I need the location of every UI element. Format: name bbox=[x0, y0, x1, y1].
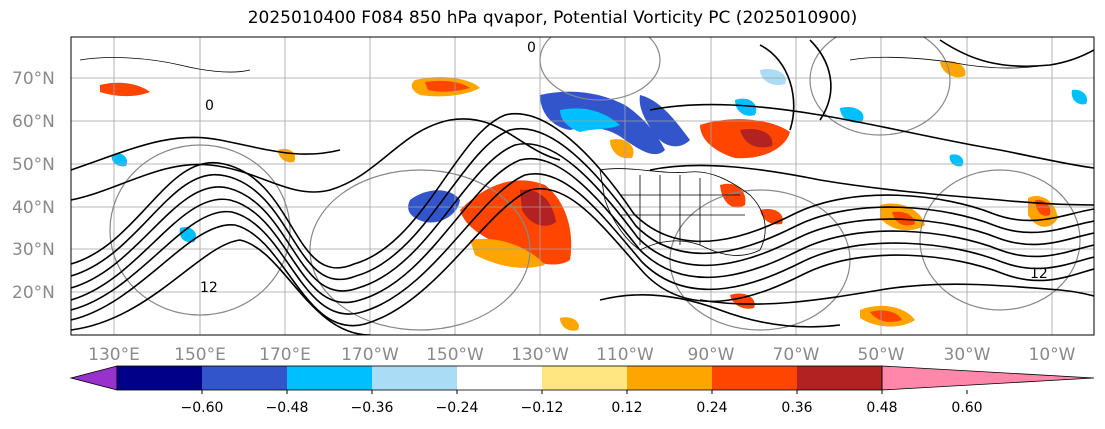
lat-label: 60°N bbox=[12, 112, 55, 132]
negative-anomaly-patch bbox=[735, 98, 757, 116]
colorbar-extend-min bbox=[69, 365, 118, 391]
colorbar-tick-label: −0.48 bbox=[266, 400, 309, 416]
lat-label: 20°N bbox=[12, 283, 55, 303]
longitude-labels: 130°E 150°E 170°E 170°W 150°W 130°W 110°… bbox=[88, 345, 1076, 365]
positive-anomaly-patch bbox=[100, 82, 150, 97]
colorbar: −0.60 −0.48 −0.36 −0.24 −0.12 0.12 0.24 0.36 0.4… bbox=[69, 365, 1095, 416]
colorbar-segment bbox=[457, 366, 542, 390]
lat-label: 50°N bbox=[12, 155, 55, 175]
map-panel: 0 0 12 12 bbox=[71, 37, 1094, 335]
pv-contours bbox=[109, 37, 1081, 331]
positive-anomaly-patch bbox=[740, 128, 773, 148]
contour-label: 12 bbox=[1030, 266, 1048, 282]
latitude-labels: 70°N 60°N 50°N 40°N 30°N 20°N bbox=[12, 69, 55, 303]
colorbar-frame bbox=[116, 365, 883, 391]
colorbar-tick-label: −0.24 bbox=[436, 400, 479, 416]
lon-label: 110°W bbox=[596, 345, 654, 365]
colorbar-segment bbox=[712, 366, 797, 390]
lon-label: 50°W bbox=[858, 345, 905, 365]
positive-anomaly-patch bbox=[870, 310, 902, 322]
positive-anomaly-patch bbox=[720, 183, 746, 208]
colorbar-segment bbox=[797, 366, 882, 390]
colorbar-segment bbox=[627, 366, 712, 390]
lon-label: 150°E bbox=[174, 345, 226, 365]
positive-anomaly-patch bbox=[560, 317, 579, 331]
lat-label: 30°N bbox=[12, 240, 55, 260]
positive-anomaly-patch bbox=[730, 293, 755, 309]
colorbar-tick-label: −0.36 bbox=[351, 400, 394, 416]
lon-label: 130°E bbox=[88, 345, 140, 365]
colorbar-tick-label: 0.60 bbox=[951, 400, 982, 416]
map-background bbox=[71, 37, 1094, 335]
colorbar-tick-label: 0.48 bbox=[866, 400, 897, 416]
positive-anomaly-patch bbox=[610, 139, 634, 159]
lon-label: 170°W bbox=[341, 345, 399, 365]
negative-anomaly-patch bbox=[760, 68, 786, 86]
colorbar-tick-label: −0.12 bbox=[521, 400, 564, 416]
lon-label: 170°E bbox=[259, 345, 311, 365]
positive-anomaly-patch bbox=[760, 208, 783, 225]
lat-label: 70°N bbox=[12, 69, 55, 89]
height-contours bbox=[71, 39, 1094, 335]
lon-label: 130°W bbox=[511, 345, 569, 365]
colorbar-segment bbox=[117, 366, 202, 390]
coastlines bbox=[79, 56, 1041, 256]
colorbar-segment bbox=[202, 366, 287, 390]
negative-anomaly-patch bbox=[949, 154, 964, 167]
contour-label: 0 bbox=[527, 40, 536, 56]
colorbar-extend-max bbox=[881, 365, 1095, 391]
contour-label: 0 bbox=[205, 98, 214, 114]
colorbar-segment bbox=[542, 366, 627, 390]
positive-anomaly-patch bbox=[520, 189, 556, 226]
map-frame bbox=[70, 36, 1095, 336]
negative-anomaly-patch bbox=[560, 108, 620, 132]
lon-label: 70°W bbox=[773, 345, 820, 365]
colorbar-tick-label: 0.12 bbox=[611, 400, 642, 416]
negative-anomaly-patch bbox=[408, 190, 460, 223]
positive-anomaly-patch bbox=[470, 238, 545, 268]
contour-label: 12 bbox=[200, 280, 218, 296]
lon-label: 90°W bbox=[688, 345, 735, 365]
colorbar-segment bbox=[287, 366, 372, 390]
colorbar-tick-label: 0.36 bbox=[781, 400, 812, 416]
colorbar-tick-label: −0.60 bbox=[181, 400, 224, 416]
qvapor-filled-contours bbox=[100, 60, 1088, 331]
positive-anomaly-patch bbox=[425, 80, 470, 92]
lon-label: 10°W bbox=[1029, 345, 1076, 365]
colorbar-segment bbox=[372, 366, 457, 390]
map-title: 2025010400 F084 850 hPa qvapor, Potentia… bbox=[247, 8, 858, 28]
lon-label: 30°W bbox=[944, 345, 991, 365]
negative-anomaly-patch bbox=[840, 106, 864, 123]
positive-anomaly-patch bbox=[940, 60, 966, 78]
colorbar-tick-label: 0.24 bbox=[696, 400, 727, 416]
negative-anomaly-patch bbox=[1071, 89, 1088, 105]
lon-label: 150°W bbox=[426, 345, 484, 365]
negative-anomaly-patch bbox=[111, 153, 128, 167]
lat-label: 40°N bbox=[12, 198, 55, 218]
